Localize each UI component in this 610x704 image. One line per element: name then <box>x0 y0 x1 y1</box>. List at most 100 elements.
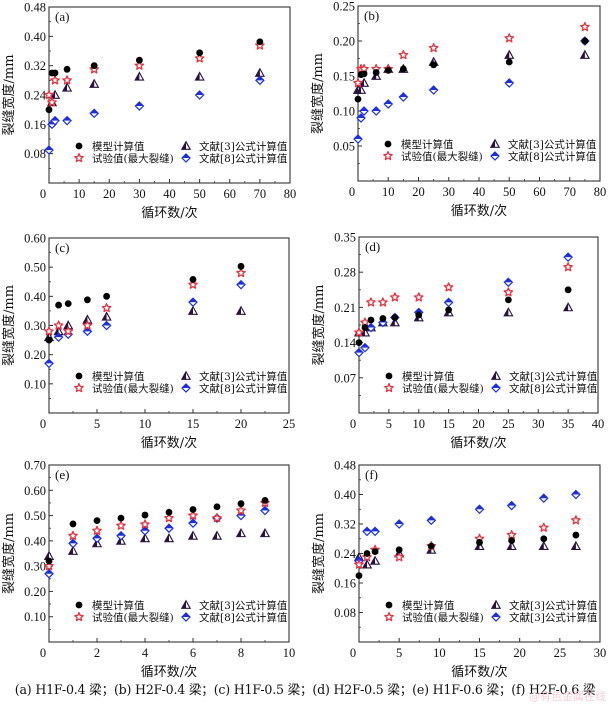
chart-panel-c: 0 5 10 15 20 25 0.10 0.20 0.30 0.40 0.50 0.60 循环数/次 裂… <box>1 232 295 452</box>
data-point <box>165 508 173 516</box>
data-point <box>506 500 517 511</box>
series-star <box>354 515 581 569</box>
legend-label: 模型计算值 <box>402 370 455 383</box>
legend-label: 文献[3]公式计算值 <box>509 370 598 383</box>
y-tick-label: 0.32 <box>334 518 356 532</box>
y-tick-label: 0.70 <box>24 459 46 473</box>
data-point <box>51 69 59 77</box>
data-point <box>353 77 363 88</box>
series-circle <box>45 38 264 114</box>
legend-item: 试验值(最大裂缝) <box>384 382 484 395</box>
y-tick-label: 0.24 <box>24 89 47 103</box>
data-point <box>69 520 77 528</box>
legend-marker-star <box>384 611 394 622</box>
y-tick-label: 0.21 <box>334 301 356 315</box>
data-point <box>390 292 400 302</box>
data-point <box>360 342 370 353</box>
x-tick-label: 30 <box>443 185 456 199</box>
y-axis-title: 裂缝宽度/mm <box>1 285 17 366</box>
data-point <box>371 548 379 556</box>
chart-panel-e: 0 2 4 6 8 10 0.10 0.20 0.30 0.40 0.50 0.60 0.70 循环数/次… <box>1 459 295 681</box>
data-point <box>45 557 53 565</box>
x-tick-label: 0 <box>40 417 46 431</box>
x-tick-label: 5 <box>386 417 392 431</box>
y-tick-label: 0.07 <box>334 371 356 385</box>
data-point <box>503 277 514 288</box>
legend-label: 文献[3]公式计算值 <box>508 138 597 151</box>
legend-marker-star <box>384 382 394 393</box>
legend-label: 文献[3]公式计算值 <box>509 611 598 624</box>
data-point <box>581 37 589 45</box>
y-tick-label: 0.10 <box>24 610 46 624</box>
legend-marker-diamond <box>491 612 501 622</box>
legend-marker-triangle <box>490 370 502 380</box>
data-point <box>235 305 247 315</box>
legend-item: 试验值(最大裂缝) <box>74 152 174 165</box>
legend-label: 试验值(最大裂缝) <box>402 382 484 395</box>
panel-tag: (a) <box>55 9 69 24</box>
x-tick-label: 30 <box>133 187 146 201</box>
legend-marker-triangle <box>180 140 192 150</box>
legend-item: 模型计算值 <box>75 370 145 383</box>
y-tick-label: 0.40 <box>24 30 46 44</box>
data-point <box>140 519 150 529</box>
x-axis-title: 循环数/次 <box>450 435 506 451</box>
x-tick-label: 10 <box>283 646 296 660</box>
series-star <box>44 267 246 336</box>
x-tick-label: 40 <box>592 417 605 431</box>
y-tick-label: 0.30 <box>24 560 46 574</box>
legend-marker-triangle <box>180 599 192 609</box>
y-tick-label: 0.20 <box>24 348 46 362</box>
legend-item: 文献[3]公式计算值 <box>180 140 288 153</box>
data-point <box>47 97 57 107</box>
legend-label: 模型计算值 <box>401 138 454 151</box>
legend-marker-circle <box>75 601 83 609</box>
legend-label: 文献[3]公式计算值 <box>199 599 288 612</box>
data-point <box>237 262 245 270</box>
x-tick-label: 0 <box>349 185 355 199</box>
legend-item: 试验值(最大裂缝) <box>74 382 174 395</box>
data-point <box>563 262 573 272</box>
data-point <box>116 520 126 530</box>
data-point <box>426 515 437 526</box>
x-axis-title: 循环数/次 <box>451 664 507 680</box>
y-tick-label: 0.08 <box>334 606 356 620</box>
data-point <box>355 84 367 94</box>
legend-item: 模型计算值 <box>384 138 454 151</box>
x-tick-label: 30 <box>594 646 607 660</box>
series-circle <box>354 37 589 103</box>
x-tick-label: 60 <box>224 187 237 201</box>
data-point <box>580 21 590 32</box>
data-point <box>139 532 151 543</box>
data-point <box>398 92 409 102</box>
data-point <box>430 61 438 69</box>
data-point <box>44 358 54 369</box>
x-tick-label: 20 <box>103 187 116 201</box>
y-tick-label: 0.40 <box>334 488 356 502</box>
legend-label: 试验值(最大裂缝) <box>92 152 174 165</box>
y-axis-title: 裂缝宽度/mm <box>311 284 327 365</box>
x-tick-label: 25 <box>554 646 567 660</box>
x-tick-label: 20 <box>472 417 485 431</box>
data-point <box>64 300 72 308</box>
data-point <box>89 78 100 88</box>
data-point <box>187 305 199 315</box>
y-tick-label: 0.24 <box>334 547 357 561</box>
data-point <box>44 326 54 336</box>
series-diamond <box>353 36 590 144</box>
data-point <box>540 535 548 543</box>
y-tick-label: 0.60 <box>24 484 46 498</box>
series-circle <box>355 531 580 580</box>
legend-label: 模型计算值 <box>402 599 455 612</box>
legend-item: 文献[8]公式计算值 <box>181 152 288 165</box>
legend-item: 文献[3]公式计算值 <box>180 370 288 383</box>
data-point <box>92 525 102 535</box>
data-point <box>194 53 205 63</box>
data-point <box>366 297 376 307</box>
data-point <box>570 540 582 551</box>
x-tick-label: 6 <box>190 646 196 660</box>
data-point <box>50 75 60 85</box>
legend-item: 模型计算值 <box>385 599 455 612</box>
data-point <box>50 115 60 126</box>
